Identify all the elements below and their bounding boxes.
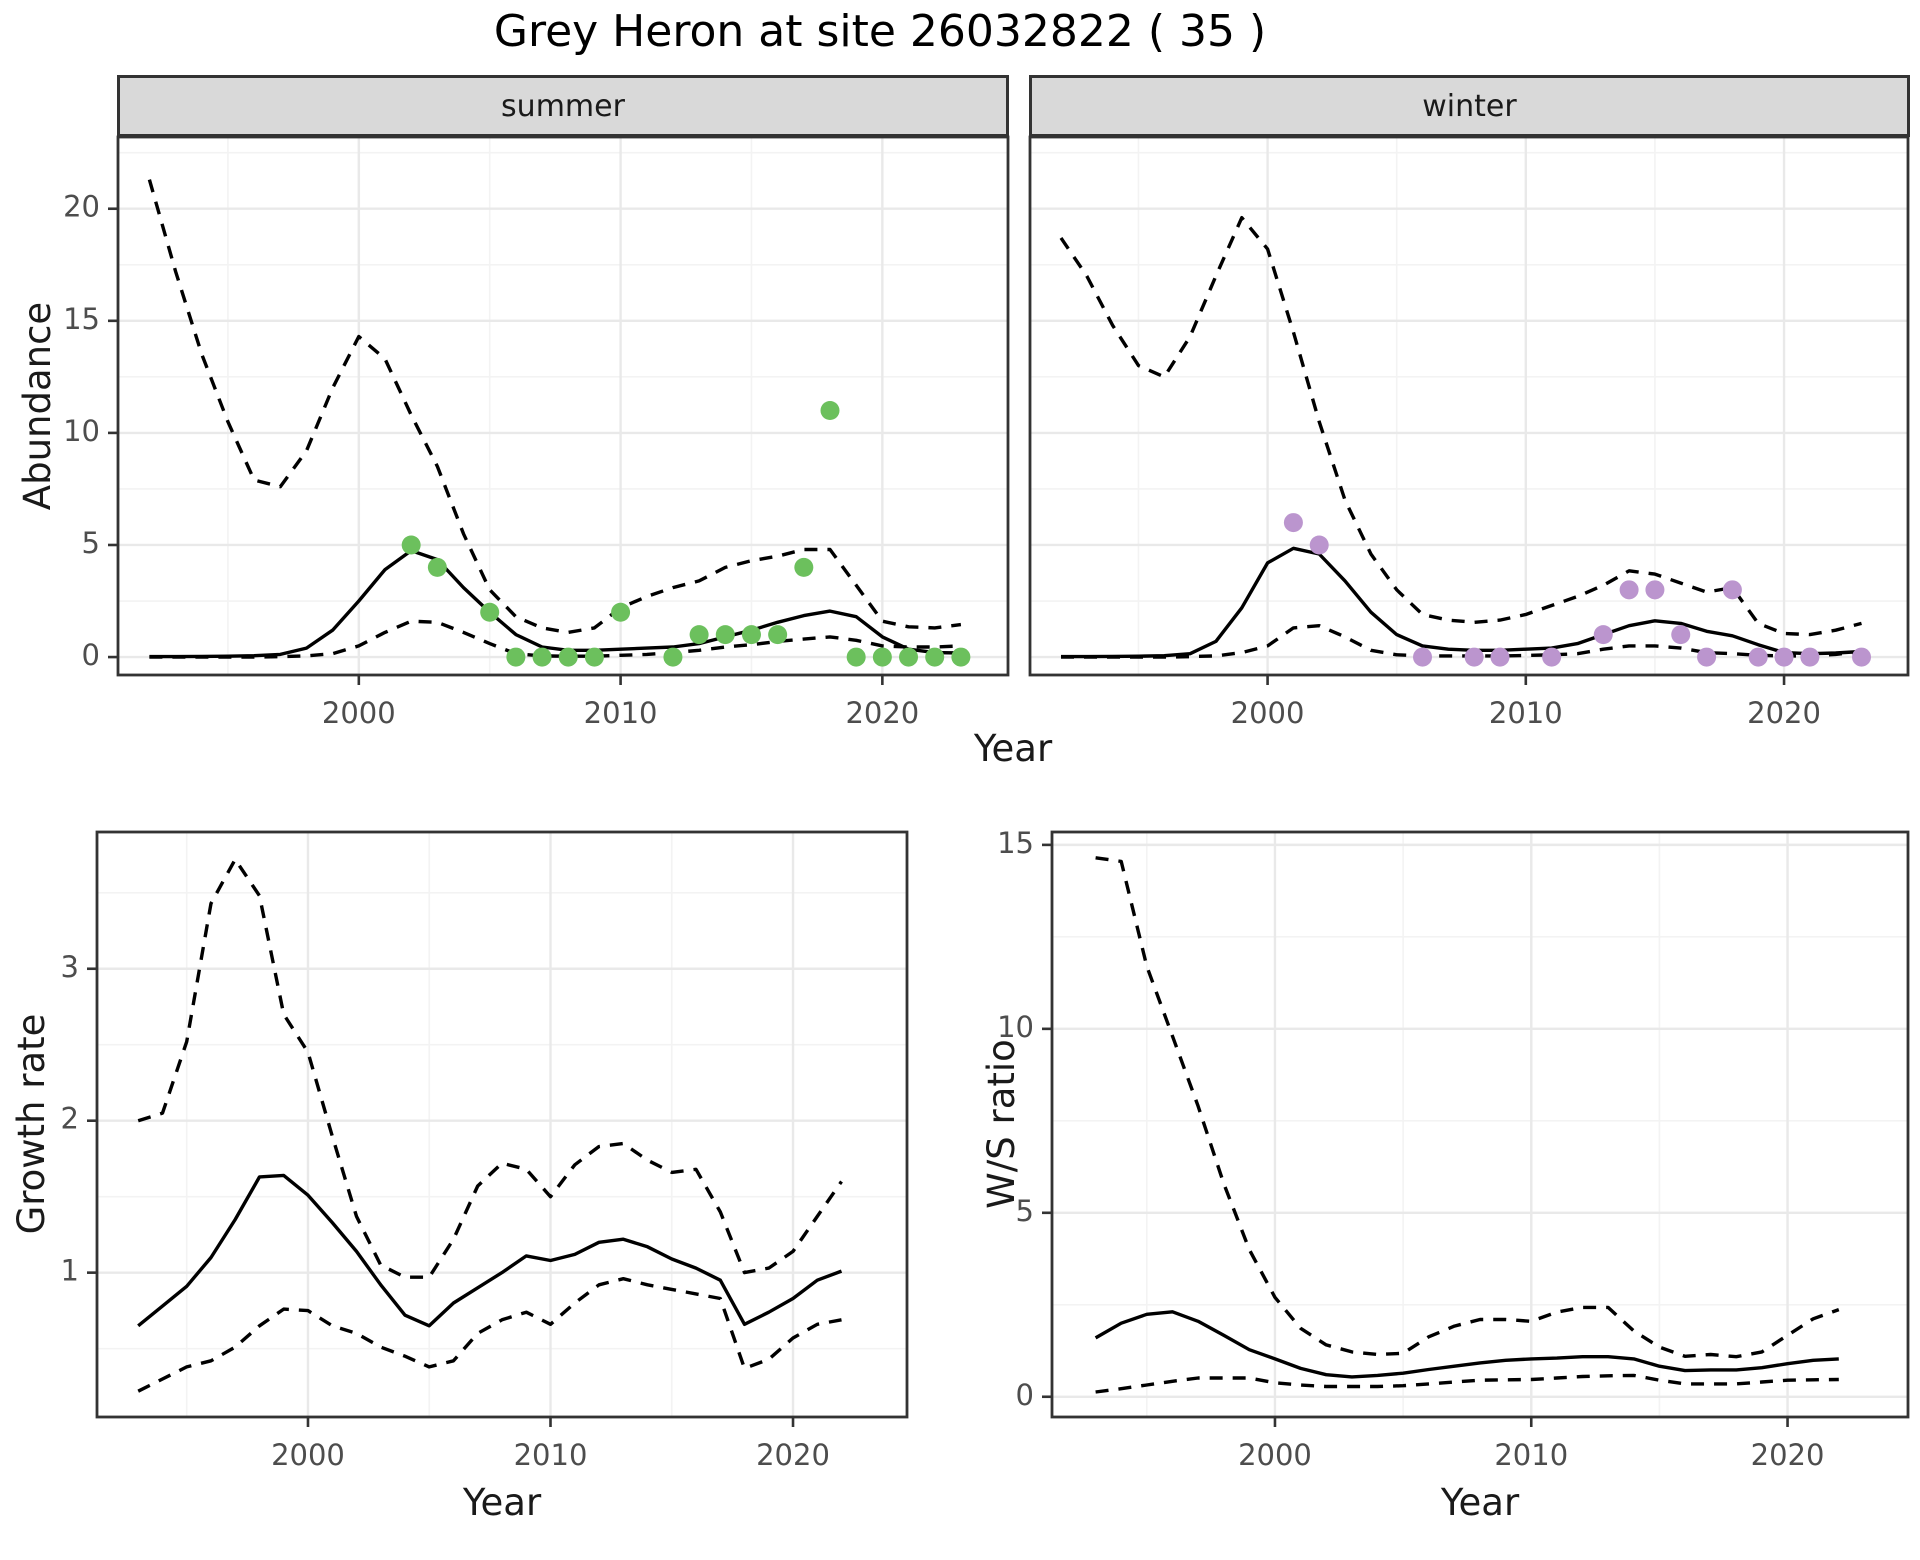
- figure-title: Grey Heron at site 26032822 ( 35 ): [493, 6, 1267, 57]
- upper_ci-line: [1095, 856, 1840, 1359]
- upper_ci-line: [147, 179, 962, 635]
- data-point: [1800, 647, 1820, 667]
- y-tick-label: 10: [997, 1010, 1034, 1044]
- x-tick-label: 2000: [322, 696, 396, 730]
- upper_ci-line: [137, 857, 843, 1279]
- y-tick-label: 1: [61, 1254, 79, 1288]
- panel-border: [116, 135, 1010, 677]
- panel-border: [1028, 135, 1910, 677]
- lower_ci-line: [137, 1276, 842, 1393]
- y-tick-label: 20: [63, 190, 100, 224]
- data-point: [480, 602, 500, 622]
- x-tick-label: 2000: [271, 1438, 345, 1472]
- facet-strip-summer: summer: [117, 75, 1009, 137]
- data-point: [768, 625, 788, 645]
- panel-border: [1050, 830, 1910, 1419]
- x-tick-label: 2000: [1238, 1438, 1312, 1472]
- data-point: [1490, 647, 1510, 667]
- data-point: [1645, 580, 1665, 600]
- data-point: [794, 557, 814, 577]
- data-point: [427, 557, 447, 577]
- y-tick-label: 0: [82, 638, 100, 672]
- data-point: [1748, 647, 1768, 667]
- x-tick-label: 2020: [1751, 1438, 1825, 1472]
- data-point: [1283, 513, 1303, 533]
- data-point: [506, 647, 526, 667]
- y-tick-label: 5: [82, 526, 100, 560]
- x-tick-label: 2020: [1747, 696, 1821, 730]
- y-tick-label: 15: [997, 826, 1034, 860]
- y-tick-label: 2: [61, 1102, 79, 1136]
- x-tick-label: 2010: [514, 1438, 588, 1472]
- data-point: [1774, 647, 1794, 667]
- x-tick-label: 2010: [1489, 696, 1563, 730]
- data-point: [1464, 647, 1484, 667]
- data-point: [689, 625, 709, 645]
- data-point: [1722, 580, 1742, 600]
- data-point: [532, 647, 552, 667]
- data-point: [611, 602, 631, 622]
- y-tick-label: 5: [1016, 1194, 1034, 1228]
- data-point: [741, 625, 761, 645]
- facet-strip-winter-label: winter: [1422, 88, 1517, 124]
- data-point: [715, 625, 735, 645]
- panel-border: [95, 830, 909, 1419]
- x-tick-label: 2000: [1231, 696, 1305, 730]
- y-tick-label: 15: [63, 302, 100, 336]
- top-year-axis-title: Year: [973, 727, 1053, 770]
- fit-line: [1094, 1310, 1839, 1379]
- facet-strip-summer-label: summer: [501, 88, 625, 124]
- ws-year-axis-title: Year: [1440, 1481, 1520, 1524]
- facet-strip-winter: winter: [1029, 75, 1910, 137]
- data-point: [1619, 580, 1639, 600]
- x-tick-label: 2010: [584, 696, 658, 730]
- data-point: [899, 647, 919, 667]
- data-point: [1671, 625, 1691, 645]
- data-point: [1413, 647, 1433, 667]
- y-tick-label: 0: [1016, 1378, 1034, 1412]
- x-tick-label: 2020: [756, 1438, 830, 1472]
- y-tick-label: 10: [63, 414, 100, 448]
- data-point: [820, 400, 840, 420]
- data-point: [401, 535, 421, 555]
- data-point: [925, 647, 945, 667]
- y-tick-label: 3: [61, 950, 79, 984]
- data-point: [872, 647, 892, 667]
- upper_ci-line: [1059, 215, 1862, 637]
- fit-line: [149, 548, 961, 659]
- fit-line: [137, 1173, 843, 1328]
- data-point: [1697, 647, 1717, 667]
- fit-line: [1061, 546, 1862, 659]
- x-tick-label: 2010: [1494, 1438, 1568, 1472]
- data-point: [846, 647, 866, 667]
- data-point: [584, 647, 604, 667]
- lower_ci-line: [1095, 1373, 1839, 1394]
- data-point: [663, 647, 683, 667]
- data-point: [951, 647, 971, 667]
- data-point: [1852, 647, 1872, 667]
- lower_ci-line: [149, 619, 961, 659]
- x-tick-label: 2020: [845, 696, 919, 730]
- growth-year-axis-title: Year: [462, 1481, 542, 1524]
- data-point: [1593, 625, 1613, 645]
- data-point: [1542, 647, 1562, 667]
- data-point: [558, 647, 578, 667]
- data-point: [1309, 535, 1329, 555]
